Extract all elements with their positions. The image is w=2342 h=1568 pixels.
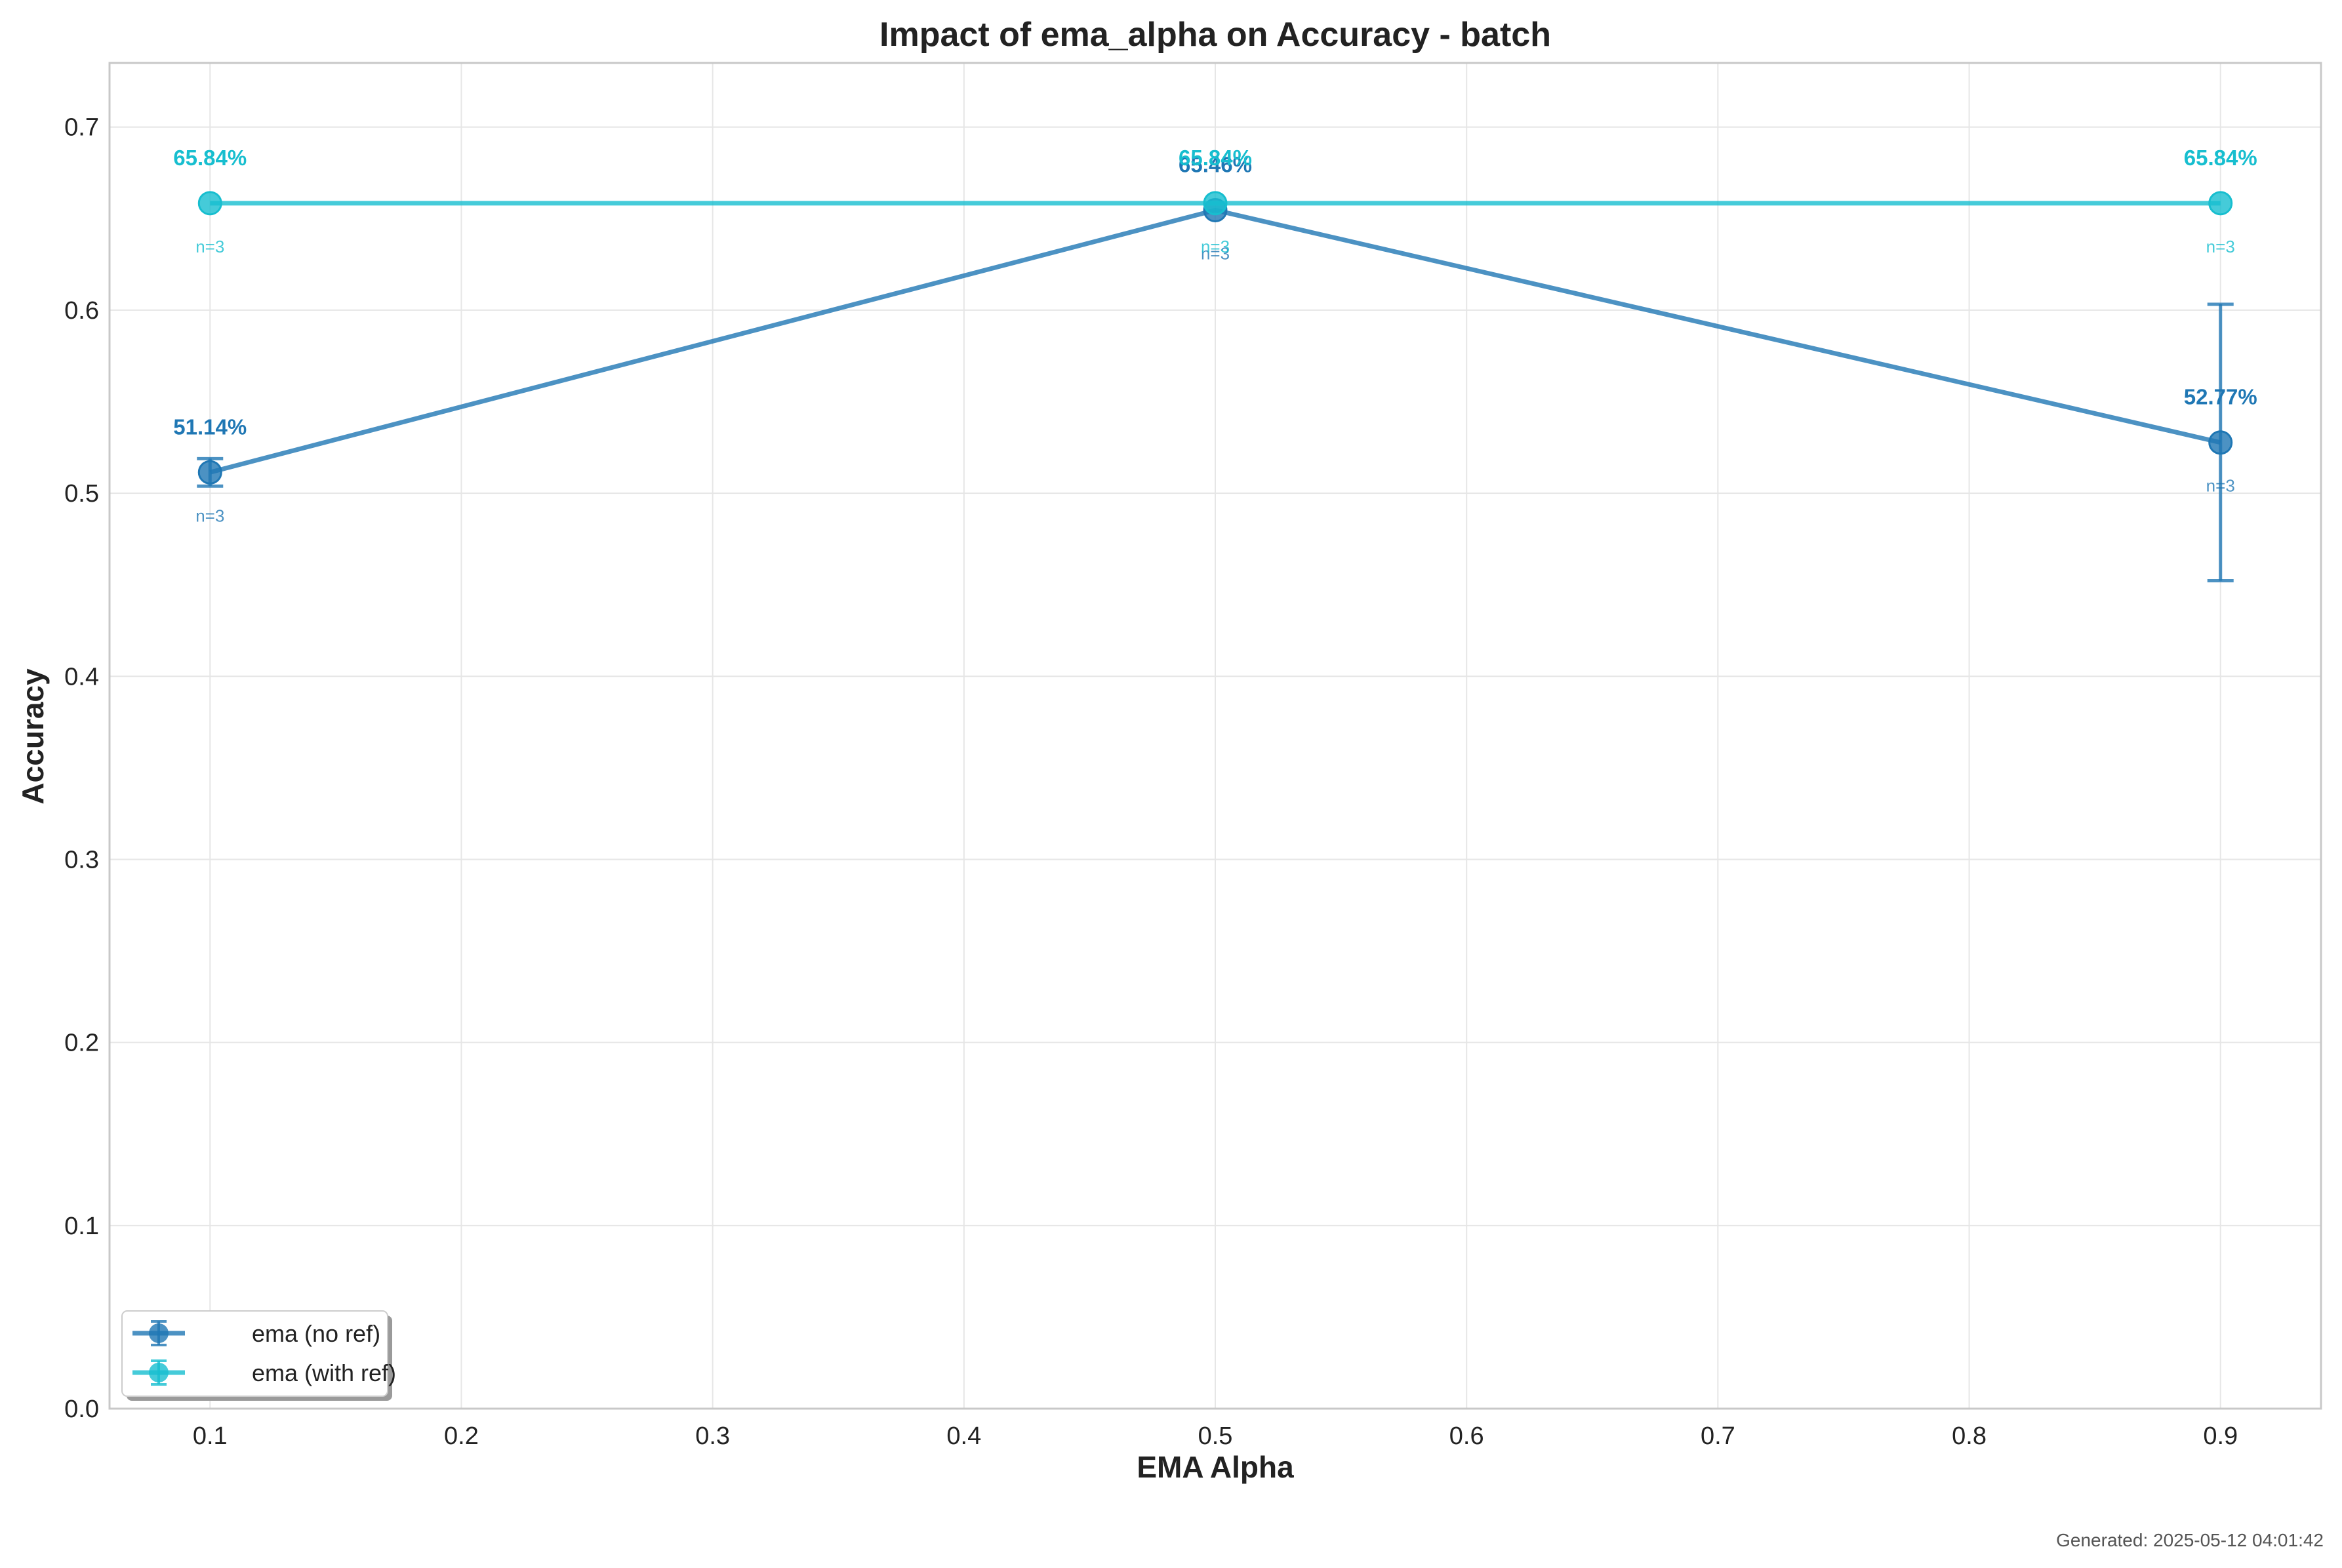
data-label: 65.84% (2184, 146, 2257, 170)
data-point (2208, 191, 2233, 216)
y-tick-label: 0.3 (64, 846, 99, 874)
y-axis-label: Accuracy (16, 668, 50, 805)
y-tick-label: 0.7 (64, 114, 99, 142)
data-point (2208, 430, 2233, 455)
sample-count-label: n=3 (1201, 243, 1230, 263)
chart-title: Impact of ema_alpha on Accuracy - batch (879, 16, 1551, 54)
x-tick-label: 0.2 (444, 1422, 479, 1450)
y-tick-label: 0.6 (64, 297, 99, 325)
x-tick-label: 0.9 (2203, 1422, 2238, 1450)
x-tick-label: 0.6 (1449, 1422, 1484, 1450)
series-layer: 51.14%n=365.46%n=352.77%n=365.84%n=365.8… (173, 146, 2257, 583)
y-tick-label: 0.5 (64, 480, 99, 508)
plot-frame (108, 62, 2322, 1410)
data-label: 51.14% (173, 414, 247, 439)
sample-count-label: n=3 (1201, 237, 1230, 256)
legend-swatch-marker (149, 1363, 169, 1382)
data-label: 65.84% (1179, 146, 1252, 170)
data-point (197, 191, 222, 216)
y-tick-label: 0.2 (64, 1030, 99, 1057)
legend-swatch-marker (149, 1323, 169, 1343)
sample-count-label: n=3 (2206, 237, 2235, 256)
legend-entry-label: ema (no ref) (252, 1320, 380, 1347)
x-axis-label: EMA Alpha (1137, 1450, 1294, 1484)
footer-timestamp: Generated: 2025-05-12 04:01:42 (2056, 1530, 2324, 1550)
x-tick-label: 0.4 (946, 1422, 981, 1450)
legend: ema (no ref) ema (with ref) (121, 1310, 396, 1401)
x-tick-label: 0.1 (193, 1422, 228, 1450)
x-axis-ticks: 0.1 0.2 0.3 0.4 0.5 0.6 0.7 0.8 0.9 (193, 1422, 2238, 1450)
data-label: 52.77% (2184, 385, 2257, 409)
x-tick-label: 0.5 (1198, 1422, 1233, 1450)
data-point (197, 460, 222, 485)
y-tick-label: 0.4 (64, 663, 99, 691)
legend-entry-label: ema (with ref) (252, 1359, 396, 1386)
legend-box (121, 1310, 388, 1397)
x-tick-label: 0.3 (695, 1422, 730, 1450)
data-point (1203, 191, 1228, 216)
x-tick-label: 0.7 (1701, 1422, 1735, 1450)
y-tick-label: 0.1 (64, 1213, 99, 1240)
y-tick-label: 0.0 (64, 1396, 99, 1423)
sample-count-label: n=3 (195, 237, 224, 256)
data-label: 65.46% (1179, 152, 1252, 176)
x-tick-label: 0.8 (1952, 1422, 1987, 1450)
data-label: 65.84% (173, 146, 247, 170)
y-axis-ticks: 0.0 0.1 0.2 0.3 0.4 0.5 0.6 0.7 (64, 114, 99, 1423)
sample-count-label: n=3 (2206, 476, 2235, 496)
series-ema-with-ref: 65.84% n=3 65.84% n=3 65.84% n=3 (173, 146, 2257, 256)
sample-count-label: n=3 (195, 506, 224, 525)
